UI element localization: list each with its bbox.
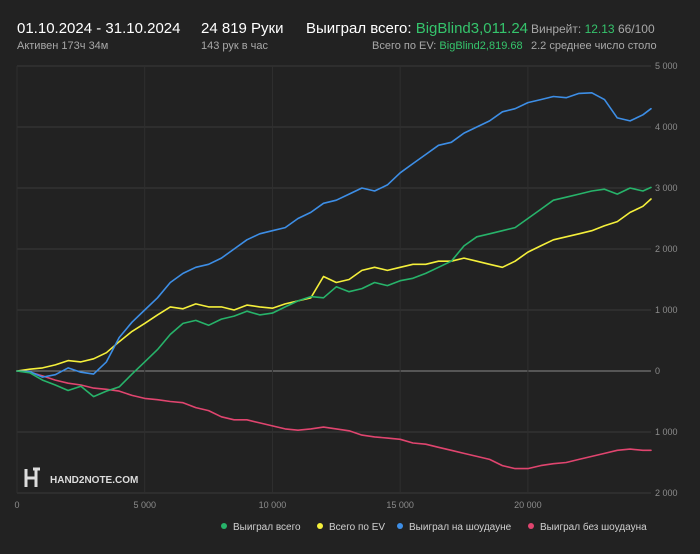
total-won: Выиграл всего: BigBlind3,011.24 [306, 20, 528, 37]
legend-item-showdown[interactable]: Выиграл на шоудауне [397, 522, 511, 533]
legend-won-label: Выиграл всего [233, 522, 301, 533]
x-tick-label: 10 000 [259, 500, 287, 510]
total-won-label: Выиграл всего: [306, 20, 412, 37]
series-line-showdown [16, 92, 652, 378]
avg-tables: 2.2 среднее число столо [531, 40, 657, 52]
y-tick-label: 1 000 [655, 427, 678, 437]
y-axis-ticks: 5 000 4 000 3 000 2 000 1 000 0 1 000 2 000 [655, 61, 678, 498]
legend-ev-swatch [317, 523, 323, 529]
chart-series [16, 92, 652, 470]
series-line-non-showdown [16, 370, 652, 470]
y-tick-label: 2 000 [655, 488, 678, 498]
x-axis-ticks: 0 5 000 10 000 15 000 20 000 [14, 500, 541, 510]
y-tick-label: 3 000 [655, 183, 678, 193]
y-tick-label: 1 000 [655, 305, 678, 315]
winrate-label: Винрейт: [531, 22, 582, 36]
active-time: Активен 173ч 34м [17, 40, 109, 52]
hands-count: 24 819 Руки [201, 20, 284, 37]
winrate: Винрейт: 12.13 66/100 [531, 22, 655, 36]
x-tick-label: 5 000 [133, 500, 156, 510]
total-ev-value: BigBlind2,819.68 [439, 40, 523, 52]
h2n-logo-icon [24, 467, 40, 487]
y-tick-label: 0 [655, 366, 660, 376]
y-tick-label: 2 000 [655, 244, 678, 254]
total-won-value: BigBlind3,011.24 [415, 20, 529, 37]
legend-showdown-label: Выиграл на шоудауне [409, 522, 512, 533]
series-line-ev [16, 198, 652, 372]
x-tick-label: 20 000 [514, 500, 542, 510]
legend-non-showdown-label: Выиграл без шоудауна [540, 522, 647, 533]
chart-grid [16, 65, 651, 494]
x-tick-label: 0 [14, 500, 19, 510]
winrate-value: 12.13 [584, 22, 615, 36]
date-range: 01.10.2024 - 31.10.2024 [17, 20, 181, 37]
series-line-won [16, 186, 652, 398]
hands-per-hour: 143 рук в час [201, 40, 269, 52]
legend-item-won[interactable]: Выиграл всего [221, 522, 301, 533]
hand2note-logo: HAND2NOTE.COM [24, 467, 138, 487]
legend-won-swatch [221, 523, 227, 529]
y-tick-label: 4 000 [655, 122, 678, 132]
legend-showdown-swatch [397, 523, 403, 529]
winrate-unit: 66/100 [617, 22, 655, 36]
x-tick-label: 15 000 [386, 500, 414, 510]
legend-item-ev[interactable]: Всего по EV [317, 522, 385, 533]
legend-non-showdown-swatch [528, 523, 534, 529]
logo-text: HAND2NOTE.COM [50, 475, 138, 486]
legend-ev-label: Всего по EV [329, 522, 386, 533]
total-ev: Всего по EV: BigBlind2,819.68 [372, 40, 523, 52]
y-tick-label: 5 000 [655, 61, 678, 71]
total-ev-label: Всего по EV: [372, 40, 437, 52]
legend-item-non-showdown[interactable]: Выиграл без шоудауна [528, 522, 647, 533]
